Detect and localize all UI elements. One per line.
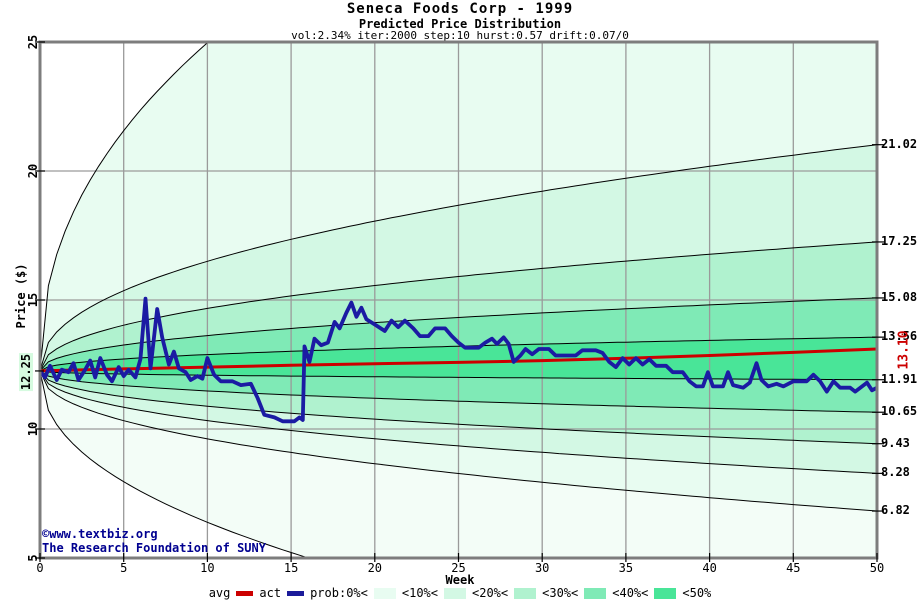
x-tick-label: 35 xyxy=(618,561,634,575)
copyright-link[interactable]: ©www.textbiz.org xyxy=(42,527,158,541)
x-tick-label: 5 xyxy=(120,561,128,575)
band-swatch-50 xyxy=(654,587,677,599)
chart-subtitle: Predicted Price Distribution xyxy=(358,17,562,31)
page-title: Seneca Foods Corp - 1999 xyxy=(346,1,574,17)
band-swatch-40 xyxy=(584,587,607,599)
right-curve-label: 15.08 xyxy=(881,289,918,304)
x-tick-label: 10 xyxy=(200,561,215,575)
legend-prob-label: prob:0%< xyxy=(310,586,368,600)
band-swatch-10 xyxy=(373,587,396,599)
y-tick-label: 10 xyxy=(26,421,40,437)
simulation-params: vol:2.34% iter:2000 step:10 hurst:0.57 d… xyxy=(291,29,629,42)
x-tick-label: 30 xyxy=(534,561,550,575)
right-curve-label: 17.25 xyxy=(881,233,918,248)
act-line-swatch xyxy=(287,590,305,596)
x-tick-label: 20 xyxy=(367,561,383,575)
start-price-label: 12.25 xyxy=(19,352,33,392)
legend-avg-label: avg xyxy=(208,586,231,600)
percentile-curves xyxy=(40,42,877,558)
tick-marks xyxy=(35,41,884,562)
x-tick-label: 50 xyxy=(869,561,885,575)
legend-band-label-30: <30%< xyxy=(542,586,579,600)
legend-act-label: act xyxy=(259,586,282,600)
x-tick-label: 15 xyxy=(283,561,299,575)
right-curve-label: 11.91 xyxy=(881,371,918,386)
right-curve-label: 8.28 xyxy=(881,465,910,480)
x-axis-title: Week xyxy=(445,573,475,587)
band-swatch-30 xyxy=(514,587,537,599)
y-axis-title: Price ($) xyxy=(14,263,28,329)
right-curve-label: 6.82 xyxy=(881,503,910,518)
legend-band-label-10: <10%< xyxy=(401,586,438,600)
y-tick-label: 25 xyxy=(26,34,40,50)
band-swatch-20 xyxy=(444,587,466,599)
actual-price-line xyxy=(40,296,877,424)
x-tick-label: 25 xyxy=(451,561,466,575)
legend-band-label-20: <20%< xyxy=(472,586,509,600)
x-tick-label: 45 xyxy=(786,561,801,575)
right-curve-label: 21.02 xyxy=(881,136,918,151)
organization-credit: The Research Foundation of SUNY xyxy=(42,541,266,555)
legend-band-label-50: <50% xyxy=(682,586,712,600)
y-tick-label: 20 xyxy=(26,163,40,179)
x-tick-label: 40 xyxy=(702,561,717,575)
right-curve-label: 10.65 xyxy=(881,404,918,419)
x-tick-label: 0 xyxy=(36,561,44,575)
avg-final-price-label: 13.10 xyxy=(896,330,912,370)
legend-band-label-40: <40%< xyxy=(612,586,649,600)
avg-line-swatch xyxy=(236,590,254,596)
right-curve-label: 9.43 xyxy=(881,435,910,450)
chart-legend: avg act prob:0%< <10%< <20%< <30%< <40%<… xyxy=(0,586,920,600)
right-curve-label: 13.56 xyxy=(881,329,918,344)
y-tick-label: 15 xyxy=(26,292,40,308)
